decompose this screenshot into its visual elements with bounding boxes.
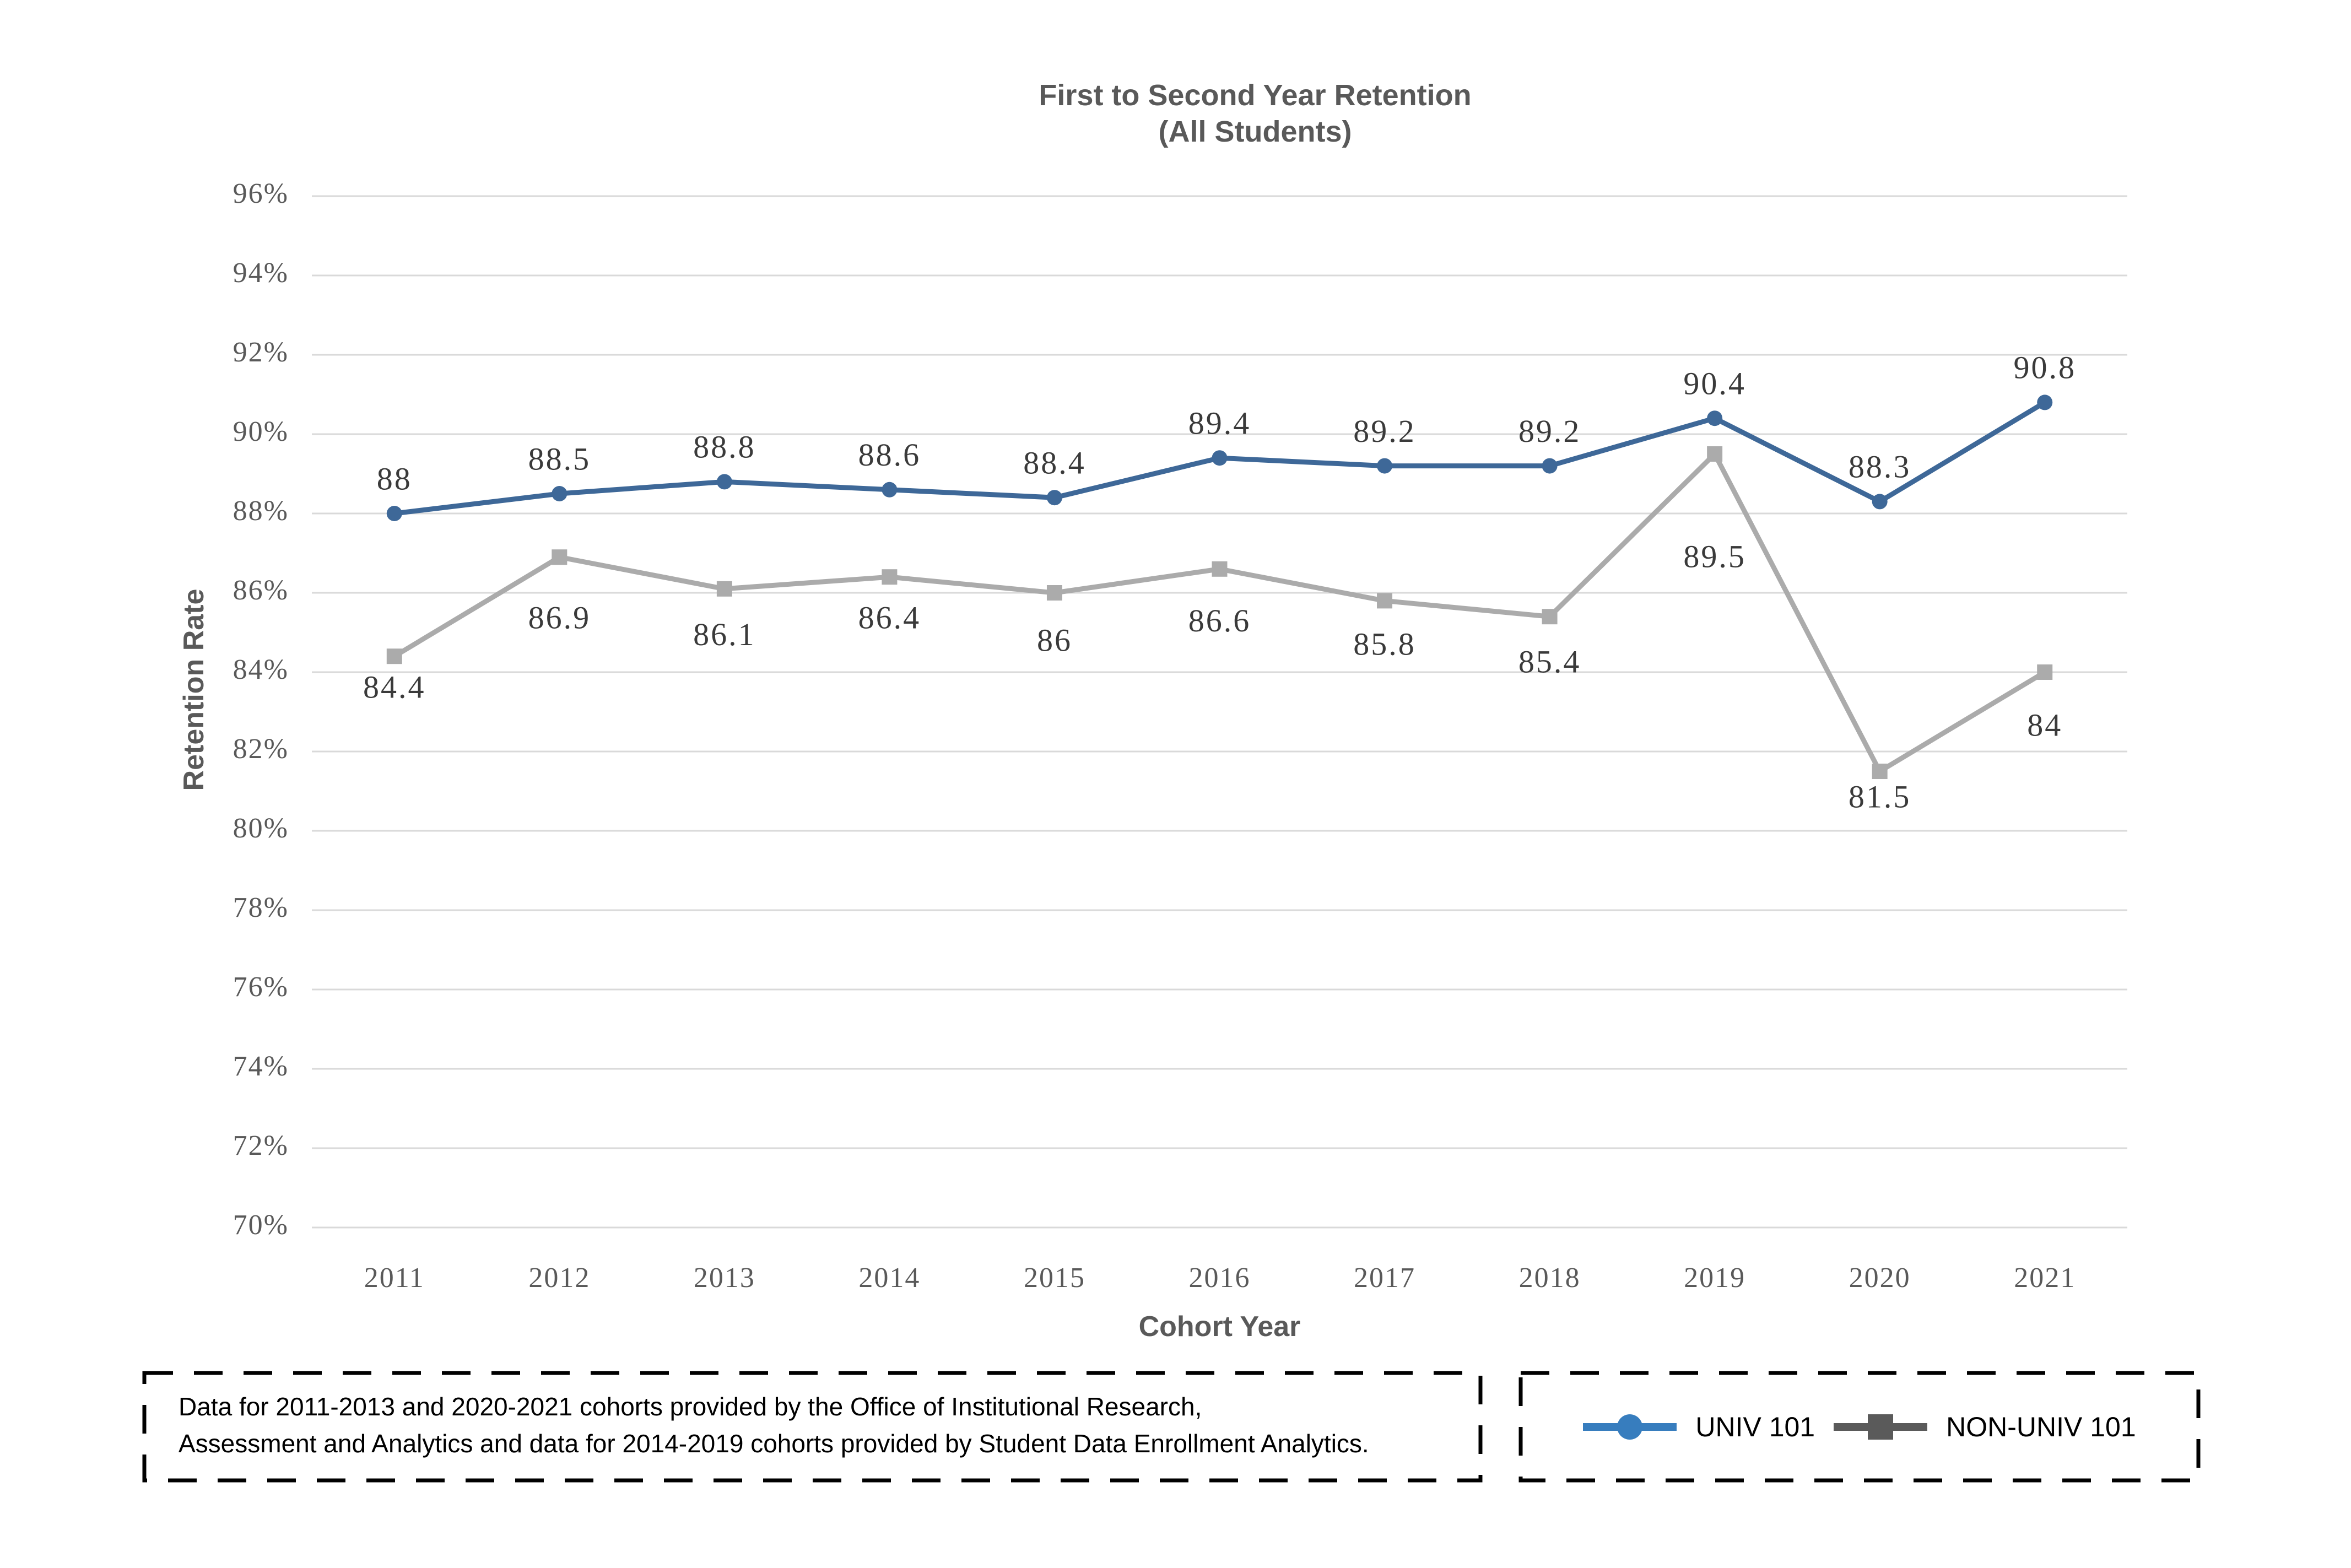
data-label-non-univ-101-2017: 85.8 <box>1353 626 1416 662</box>
source-note: Data for 2011-2013 and 2020-2021 cohorts… <box>179 1388 1462 1462</box>
chart-title: First to Second Year Retention (All Stud… <box>153 77 2351 150</box>
y-tick-label: 74% <box>233 1051 289 1082</box>
data-point-non-univ-101-2021 <box>2037 664 2053 680</box>
data-label-univ-101-2011: 88 <box>377 461 412 496</box>
data-label-univ-101-2012: 88.5 <box>528 441 591 477</box>
source-note-line2: Assessment and Analytics and data for 20… <box>179 1429 1369 1458</box>
chart-title-line1: First to Second Year Retention <box>1039 79 1472 112</box>
data-label-non-univ-101-2015: 86 <box>1037 622 1072 658</box>
data-label-univ-101-2014: 88.6 <box>858 437 921 473</box>
data-point-non-univ-101-2019 <box>1707 446 1723 462</box>
data-label-univ-101-2017: 89.2 <box>1353 413 1416 449</box>
data-label-non-univ-101-2013: 86.1 <box>693 617 756 652</box>
y-tick-label: 86% <box>233 575 289 606</box>
data-label-univ-101-2020: 88.3 <box>1849 449 1911 485</box>
data-label-univ-101-2016: 89.4 <box>1188 405 1251 441</box>
data-label-non-univ-101-2019: 89.5 <box>1683 538 1746 574</box>
data-label-non-univ-101-2018: 85.4 <box>1518 644 1581 680</box>
y-tick-label: 96% <box>233 178 289 209</box>
y-tick-label: 88% <box>233 495 289 527</box>
legend-marker-univ-101 <box>1583 1414 1677 1440</box>
legend-marker-non-univ-101 <box>1834 1414 1928 1440</box>
legend-circle-icon <box>1617 1414 1643 1440</box>
data-point-univ-101-2018 <box>1542 458 1558 474</box>
data-point-univ-101-2013 <box>716 474 732 490</box>
data-point-non-univ-101-2020 <box>1872 764 1888 779</box>
x-tick-label: 2017 <box>1354 1262 1415 1294</box>
data-point-non-univ-101-2016 <box>1212 561 1228 577</box>
x-tick-label: 2016 <box>1189 1262 1251 1294</box>
data-point-univ-101-2019 <box>1707 410 1723 426</box>
data-label-non-univ-101-2014: 86.4 <box>858 600 921 636</box>
y-tick-label: 72% <box>233 1130 289 1161</box>
x-tick-label: 2019 <box>1684 1262 1745 1294</box>
x-tick-label: 2013 <box>694 1262 755 1294</box>
x-tick-label: 2014 <box>858 1262 920 1294</box>
data-point-non-univ-101-2015 <box>1046 585 1062 601</box>
data-point-non-univ-101-2013 <box>716 581 732 597</box>
chart-title-line2: (All Students) <box>1158 115 1352 148</box>
note-box-border <box>142 1371 1483 1483</box>
x-axis-title: Cohort Year <box>1138 1311 1301 1343</box>
legend-label-univ-101: UNIV 101 <box>1695 1411 1815 1442</box>
data-label-non-univ-101-2021: 84 <box>2027 707 2062 743</box>
data-point-univ-101-2020 <box>1872 494 1888 510</box>
y-tick-label: 90% <box>233 416 289 447</box>
y-tick-label: 78% <box>233 892 289 923</box>
data-point-non-univ-101-2012 <box>552 549 568 565</box>
data-point-univ-101-2012 <box>552 486 568 501</box>
data-label-univ-101-2013: 88.8 <box>693 429 756 465</box>
data-point-non-univ-101-2017 <box>1377 593 1393 609</box>
data-point-univ-101-2011 <box>386 506 402 521</box>
legend-square-icon <box>1868 1414 1894 1440</box>
y-tick-label: 76% <box>233 971 289 1003</box>
y-tick-label: 80% <box>233 813 289 844</box>
x-tick-label: 2015 <box>1024 1262 1085 1294</box>
data-label-non-univ-101-2011: 84.4 <box>363 669 426 705</box>
y-tick-label: 82% <box>233 733 289 765</box>
source-note-line1: Data for 2011-2013 and 2020-2021 cohorts… <box>179 1392 1202 1421</box>
data-label-univ-101-2019: 90.4 <box>1683 366 1746 402</box>
data-point-univ-101-2016 <box>1212 450 1228 466</box>
data-label-non-univ-101-2020: 81.5 <box>1849 778 1911 814</box>
y-tick-label: 70% <box>233 1209 289 1241</box>
legend-label-non-univ-101: NON-UNIV 101 <box>1946 1411 2136 1442</box>
data-point-univ-101-2017 <box>1377 458 1393 474</box>
y-tick-label: 94% <box>233 257 289 289</box>
data-label-non-univ-101-2016: 86.6 <box>1188 603 1251 639</box>
data-label-univ-101-2018: 89.2 <box>1518 413 1581 449</box>
data-point-univ-101-2014 <box>882 482 898 498</box>
x-tick-label: 2018 <box>1519 1262 1581 1294</box>
legend: UNIV 101 NON-UNIV 101 <box>1521 1373 2198 1480</box>
data-label-univ-101-2015: 88.4 <box>1023 445 1086 481</box>
data-point-univ-101-2021 <box>2037 394 2053 410</box>
y-tick-label: 92% <box>233 337 289 368</box>
data-point-non-univ-101-2014 <box>882 569 898 585</box>
x-tick-label: 2020 <box>1849 1262 1911 1294</box>
data-point-non-univ-101-2011 <box>386 648 402 664</box>
x-tick-label: 2021 <box>2014 1262 2076 1294</box>
y-tick-label: 84% <box>233 654 289 685</box>
y-axis-title: Retention Rate <box>178 588 210 791</box>
data-point-non-univ-101-2018 <box>1542 609 1558 625</box>
data-label-univ-101-2021: 90.8 <box>2013 350 2076 386</box>
x-tick-label: 2011 <box>364 1262 425 1294</box>
x-tick-label: 2012 <box>528 1262 590 1294</box>
data-label-non-univ-101-2012: 86.9 <box>528 600 591 636</box>
data-point-univ-101-2015 <box>1046 490 1062 506</box>
